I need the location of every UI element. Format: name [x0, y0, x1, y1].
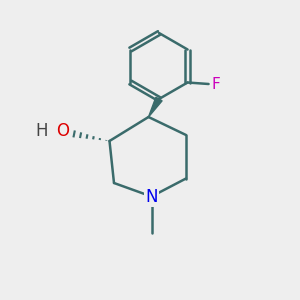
Text: F: F	[212, 76, 220, 92]
Text: H: H	[35, 122, 48, 140]
Text: N: N	[145, 188, 158, 206]
Polygon shape	[148, 97, 162, 117]
Text: O: O	[56, 122, 70, 140]
